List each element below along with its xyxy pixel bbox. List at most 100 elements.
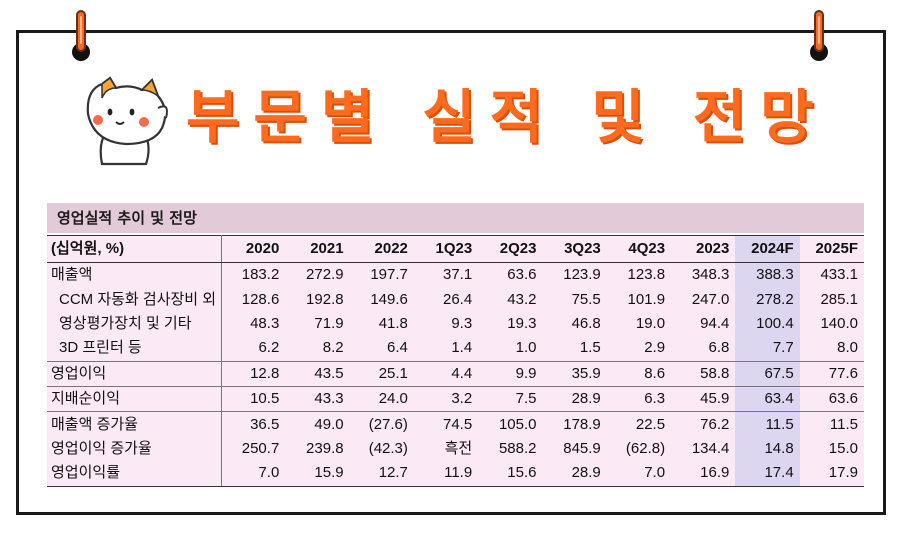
table-cell: 75.5 — [571, 290, 601, 308]
table-cell: 348.3 — [691, 266, 730, 284]
row-label: 영업이익 — [47, 360, 222, 387]
table-cell: 433.1 — [820, 266, 858, 284]
table-cell: 140.0 — [820, 314, 858, 332]
table-cell: 15.6 — [478, 461, 543, 487]
table-cell: 123.9 — [563, 266, 601, 284]
table-cell: 1.5 — [579, 339, 601, 357]
column-header: 1Q23 — [413, 235, 479, 263]
table-cell: 123.8 — [627, 266, 666, 284]
table-cell: 4.4 — [413, 360, 479, 387]
page-title: 부문별 실적 및 전망 — [186, 83, 828, 151]
table-cell: 7.7 — [735, 336, 800, 362]
table-cell: 100.4 — [735, 311, 800, 337]
table-cell: 48.3 — [250, 314, 280, 332]
table-cell: 247.0 — [691, 290, 730, 308]
row-label: 지배순이익 — [47, 385, 222, 412]
row-label: 매출액 — [47, 262, 222, 288]
table-cell: 250.7 — [241, 439, 280, 457]
table-cell: 3.2 — [413, 385, 479, 412]
column-header: 2024F — [735, 235, 800, 263]
table-cell: 6.3 — [606, 385, 672, 412]
table-cell: 16.9 — [671, 461, 736, 487]
table-row: 지배순이익 10.5 43.3 24.0 3.2 7.5 28.9 6.3 45.9 63.4 63… — [47, 385, 864, 412]
table-cell: 흑전 — [444, 439, 473, 457]
table-cell: 36.5 — [221, 411, 286, 437]
column-header: 2020 — [221, 235, 286, 263]
table-cell: 45.9 — [671, 385, 736, 412]
table-cell: 35.9 — [542, 360, 607, 387]
table-cell: 8.2 — [322, 339, 344, 357]
table-cell: 9.9 — [478, 360, 543, 387]
table-cell: 272.9 — [306, 266, 344, 284]
table-cell: (62.8) — [625, 439, 666, 457]
table-cell: 49.0 — [285, 411, 350, 437]
table-cell: 10.5 — [221, 385, 286, 412]
table-cell: 19.0 — [635, 314, 666, 332]
table-cell: 7.5 — [478, 385, 543, 412]
column-header: 4Q23 — [606, 235, 672, 263]
table-cell: 149.6 — [370, 290, 408, 308]
binder-clip-icon-right — [814, 10, 824, 52]
table-cell: 28.9 — [542, 385, 607, 412]
table-cell: 14.8 — [735, 436, 800, 462]
table-cell: 77.6 — [799, 360, 864, 387]
table-cell: 67.5 — [735, 360, 800, 387]
table-cell: 845.9 — [563, 439, 601, 457]
table-title: 영업실적 추이 및 전망 — [47, 203, 864, 233]
table-cell: 192.8 — [306, 290, 344, 308]
table-cell: 7.0 — [606, 461, 672, 487]
table-cell: 94.4 — [700, 314, 730, 332]
table-cell: (42.3) — [368, 439, 408, 457]
table-cell: 74.5 — [413, 411, 479, 437]
table-row: 매출액 183.2 272.9 197.7 37.1 63.6 123.9 123.8 348.… — [47, 262, 864, 288]
table-cell: 15.0 — [828, 439, 858, 457]
table-cell: 278.2 — [735, 287, 800, 312]
column-header: 2Q23 — [478, 235, 543, 263]
table-cell: 588.2 — [498, 439, 537, 457]
table-cell: 25.1 — [349, 360, 414, 387]
table-row: 영업이익률 7.0 15.9 12.7 11.9 15.6 28.9 7.0 16.9 17.4 1… — [47, 461, 864, 487]
row-label: 매출액 증가율 — [47, 411, 222, 437]
table-cell: 71.9 — [314, 314, 344, 332]
table-row: 영업이익 12.8 43.5 25.1 4.4 9.9 35.9 8.6 58.8 67.5 77.… — [47, 360, 864, 387]
column-header: 2022 — [349, 235, 414, 263]
table-cell: 11.5 — [799, 411, 864, 437]
table-cell: 6.4 — [387, 339, 408, 357]
table-cell: 46.8 — [571, 314, 601, 332]
table-cell: 41.8 — [378, 314, 408, 332]
table-cell: 43.3 — [285, 385, 350, 412]
table-cell: 43.5 — [285, 360, 350, 387]
table-cell: 2.9 — [644, 339, 666, 357]
table-cell: 58.8 — [671, 360, 736, 387]
table-cell: 63.6 — [507, 266, 537, 284]
table-cell: 11.9 — [413, 461, 479, 487]
table-row: 영상평가장치 및 기타 48.3 71.9 41.8 9.3 19.3 46.8 19.0 94… — [47, 311, 864, 337]
column-header: 2021 — [285, 235, 350, 263]
table-cell: 1.4 — [451, 339, 473, 357]
table-cell: 63.4 — [735, 385, 800, 412]
table-cell: 15.9 — [285, 461, 350, 487]
cat-mascot-icon — [86, 76, 168, 166]
column-header: 3Q23 — [542, 235, 607, 263]
row-label: 영업이익률 — [47, 461, 222, 487]
table-cell: 6.8 — [708, 339, 730, 357]
binder-clip-icon-left — [76, 10, 86, 52]
table-cell: 22.5 — [606, 411, 672, 437]
table-row: 영업이익 증가율 250.7 239.8 (42.3) 흑전 588.2 845.9 (62.… — [47, 436, 864, 462]
table-cell: 1.0 — [515, 339, 537, 357]
table-row: 3D 프린터 등 6.2 8.2 6.4 1.4 1.0 1.5 2.9 6.8 7.7 8.0 — [47, 336, 864, 362]
table-header-row: (십억원, %) 2020 2021 2022 1Q23 2Q23 3Q23 4… — [47, 235, 864, 263]
table-cell: 37.1 — [442, 266, 473, 284]
table-cell: 128.6 — [241, 290, 280, 308]
table-row: CCM 자동화 검사장비 외 128.6 192.8 149.6 26.4 43.2 75.… — [47, 287, 864, 312]
table-cell: 28.9 — [542, 461, 607, 487]
table-cell: 8.6 — [606, 360, 672, 387]
table-cell: 134.4 — [691, 439, 730, 457]
table-cell: 101.9 — [627, 290, 666, 308]
table-cell: 12.8 — [221, 360, 286, 387]
row-label: 3D 프린터 등 — [47, 336, 222, 362]
table-cell: 388.3 — [735, 262, 800, 288]
table-cell: 11.5 — [735, 411, 800, 437]
financial-table: (십억원, %) 2020 2021 2022 1Q23 2Q23 3Q23 4… — [47, 235, 864, 487]
table-cell: 178.9 — [542, 411, 607, 437]
